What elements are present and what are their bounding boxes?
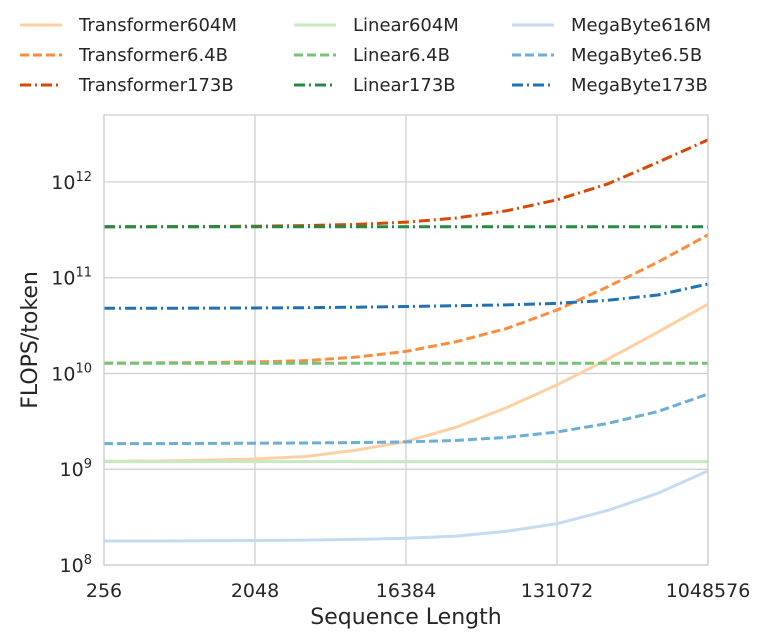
x-tick-label: 1048576 [666, 580, 751, 602]
x-axis-title: Sequence Length [310, 605, 501, 630]
grid [103, 115, 709, 566]
series-layer [103, 138, 709, 543]
y-axis-title: FLOPS/token [18, 271, 43, 409]
x-tick-label: 2048 [231, 580, 279, 602]
x-tick-labels: 256 2048 16384 131072 1048576 [86, 580, 750, 602]
legend-label: Transformer604M [78, 15, 237, 36]
series-line [103, 233, 709, 365]
x-tick-label: 256 [86, 580, 122, 602]
series-line [104, 282, 709, 310]
y-tick-label: 109 [60, 457, 92, 481]
series-line [104, 469, 709, 543]
y-tick-label: 1011 [51, 266, 92, 290]
legend-label: Linear604M [353, 15, 459, 36]
legend-label: MegaByte6.5B [571, 45, 702, 66]
y-tick-labels: 108 109 1010 1011 1012 [51, 170, 92, 577]
legend-label: Transformer6.4B [78, 45, 228, 66]
plot-frame [103, 114, 709, 566]
legend-label: MegaByte173B [571, 75, 708, 96]
series-line [104, 392, 709, 446]
x-tick-label: 131072 [521, 580, 594, 602]
x-tick-label: 16384 [376, 580, 436, 602]
legend-label: Transformer173B [78, 75, 234, 96]
y-tick-label: 1010 [51, 361, 92, 385]
y-tick-label: 1012 [51, 170, 92, 194]
legend: Transformer604M Transformer6.4B Transforme… [20, 15, 711, 96]
legend-label: Linear173B [353, 75, 456, 96]
y-tick-label: 108 [60, 553, 92, 577]
legend-label: MegaByte616M [571, 15, 711, 36]
legend-label: Linear6.4B [353, 45, 450, 66]
